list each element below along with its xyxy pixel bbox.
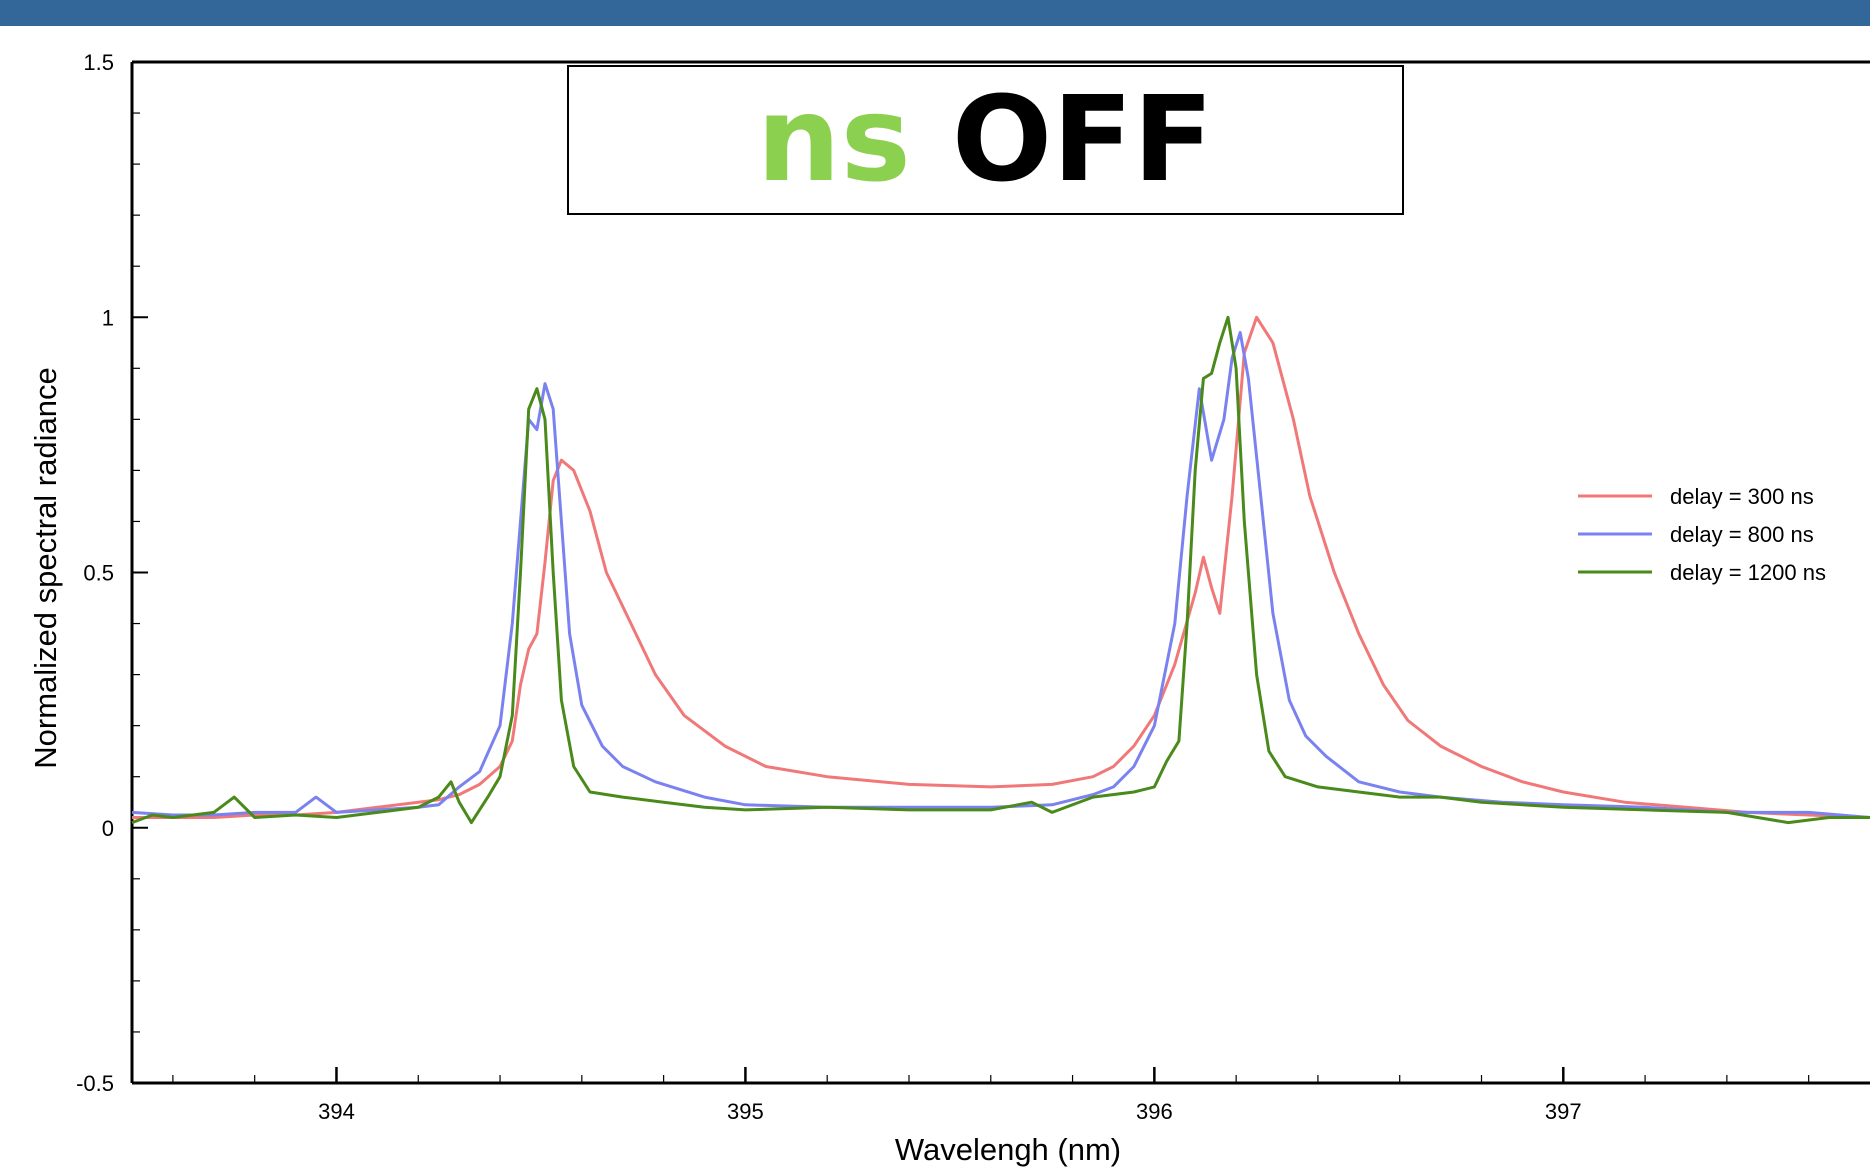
- annotation-ns: ns: [757, 70, 911, 208]
- y-tick-label: 0: [102, 816, 114, 841]
- x-tick-label: 394: [318, 1099, 355, 1124]
- x-tick-label: 397: [1545, 1099, 1582, 1124]
- series-line-3: [131, 315, 1870, 825]
- legend-label: delay = 1200 ns: [1670, 560, 1826, 585]
- y-tick-label: 1.5: [83, 50, 114, 75]
- annotation-box: ns OFF: [567, 65, 1404, 215]
- legend: delay = 300 ns delay = 800 ns delay = 1200…: [1578, 484, 1826, 585]
- axes: -0.5 0 0.5 1 1.5 394 395 396 397: [76, 50, 1870, 1124]
- legend-label: delay = 800 ns: [1670, 522, 1814, 547]
- header-bar: [0, 0, 1870, 26]
- y-tick-label: -0.5: [76, 1071, 114, 1096]
- y-axis-title: Normalized spectral radiance: [28, 367, 63, 768]
- annotation-off: OFF: [952, 70, 1214, 208]
- annotation-text: ns OFF: [757, 70, 1214, 208]
- series-line-2: [131, 331, 1870, 819]
- x-axis-title: Wavelengh (nm): [895, 1132, 1121, 1167]
- y-tick-label: 1: [102, 305, 114, 330]
- annotation-frame: [567, 65, 1404, 215]
- series-line-1: [132, 315, 1870, 819]
- legend-label: delay = 300 ns: [1670, 484, 1814, 509]
- series-lines: [131, 315, 1870, 825]
- x-tick-label: 395: [727, 1099, 764, 1124]
- y-tick-label: 0.5: [83, 561, 114, 586]
- x-tick-label: 396: [1136, 1099, 1173, 1124]
